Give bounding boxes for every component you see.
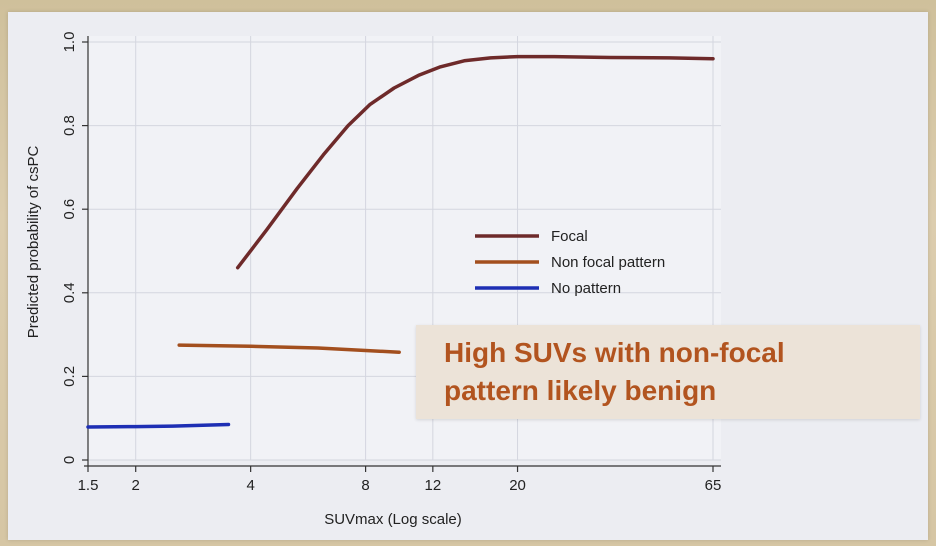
- callout-box: High SUVs with non-focal pattern likely …: [416, 325, 920, 419]
- series-line-no-pattern: [86, 422, 231, 429]
- x-tick-label: 20: [509, 477, 526, 494]
- callout-line-2: pattern likely benign: [444, 375, 717, 406]
- legend-label: Non focal pattern: [551, 254, 665, 271]
- series-line-non-focal-pattern: [177, 343, 401, 354]
- y-tick-label: 0.4: [61, 282, 78, 303]
- chart-svg: 0 0.2 0.4 0.6 0.8 1.0 1.5 2 4 8 12 20 65 Focal Non fo…: [25, 32, 721, 528]
- y-tick-label: 0.2: [61, 366, 78, 387]
- y-tick-label: 0.8: [61, 115, 78, 136]
- legend-label: No pattern: [551, 280, 621, 297]
- x-tick-label: 1.5: [78, 477, 99, 494]
- y-tick-label: 0: [61, 456, 78, 464]
- x-tick-label: 4: [246, 477, 254, 494]
- legend: Focal Non focal pattern No pattern: [475, 228, 665, 297]
- x-tick-label: 12: [424, 477, 441, 494]
- y-tick-label: 0.6: [61, 199, 78, 220]
- x-tick-label: 8: [361, 477, 369, 494]
- y-axis-title: Predicted probability of csPC: [25, 146, 42, 339]
- y-tick-label: 1.0: [61, 32, 78, 53]
- chart-panel: 0 0.2 0.4 0.6 0.8 1.0 1.5 2 4 8 12 20 65 Focal Non fo…: [8, 12, 928, 540]
- series-layer: [86, 54, 715, 429]
- legend-label: Focal: [551, 228, 588, 245]
- x-tick-label: 65: [705, 477, 722, 494]
- callout-line-1: High SUVs with non-focal: [444, 337, 785, 368]
- axes-layer: 0 0.2 0.4 0.6 0.8 1.0 1.5 2 4 8 12 20 65: [61, 32, 721, 494]
- series-line-focal: [235, 54, 715, 270]
- x-tick-label: 2: [132, 477, 140, 494]
- x-axis-title: SUVmax (Log scale): [324, 511, 462, 528]
